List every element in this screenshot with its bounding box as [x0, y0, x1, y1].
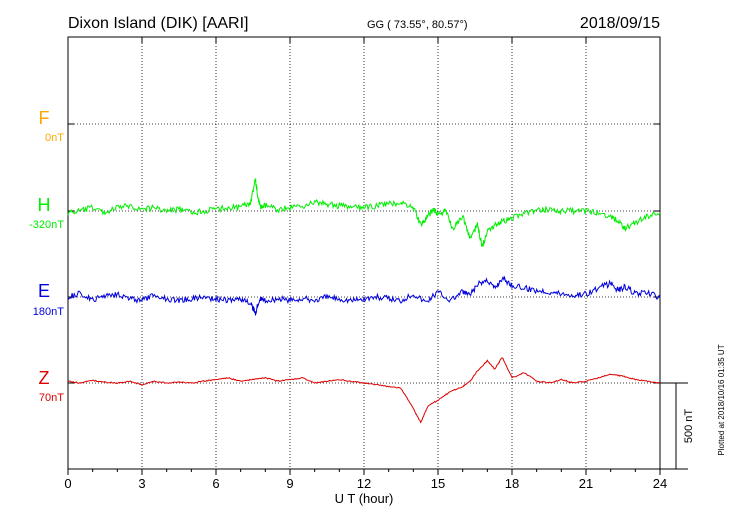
baseline-H: -320nT	[29, 219, 64, 231]
x-tick-label: 12	[357, 476, 371, 491]
baseline-E: 180nT	[33, 306, 64, 318]
label-Z: Z	[39, 368, 50, 388]
series-line-Z	[67, 357, 661, 424]
x-tick-label: 6	[212, 476, 219, 491]
record-date: 2018/09/15	[580, 15, 660, 32]
grid	[141, 37, 587, 469]
baseline-F: 0nT	[45, 132, 64, 144]
series-line-E	[67, 275, 661, 316]
series-line-H	[67, 177, 661, 247]
label-F: F	[39, 108, 50, 128]
x-tick-label: 9	[286, 476, 293, 491]
x-axis-ticks: 0 3 6 9 12 15 18 21 24	[64, 37, 667, 491]
x-tick-label: 24	[653, 476, 667, 491]
series-lines	[67, 177, 661, 424]
x-tick-label: 18	[505, 476, 519, 491]
x-tick-label: 0	[64, 476, 71, 491]
baseline-Z: 70nT	[39, 392, 64, 404]
scale-bar-label: 500 nT	[683, 409, 695, 444]
label-E: E	[38, 281, 50, 301]
x-tick-label: 3	[138, 476, 145, 491]
channel-labels: F 0nT H -320nT E 180nT Z 70nT	[29, 108, 64, 404]
label-H: H	[38, 195, 51, 215]
scale-bar: 500 nT	[660, 382, 695, 470]
station-title: Dixon Island (DIK) [AARI]	[68, 15, 249, 32]
x-axis-label: U T (hour)	[335, 491, 394, 506]
plotted-timestamp: Plotted at 2018/10/16 01:35 UT	[717, 344, 726, 455]
x-tick-label: 15	[431, 476, 445, 491]
geo-coordinates: GG ( 73.55°, 80.57°)	[367, 19, 468, 31]
x-tick-label: 21	[579, 476, 593, 491]
